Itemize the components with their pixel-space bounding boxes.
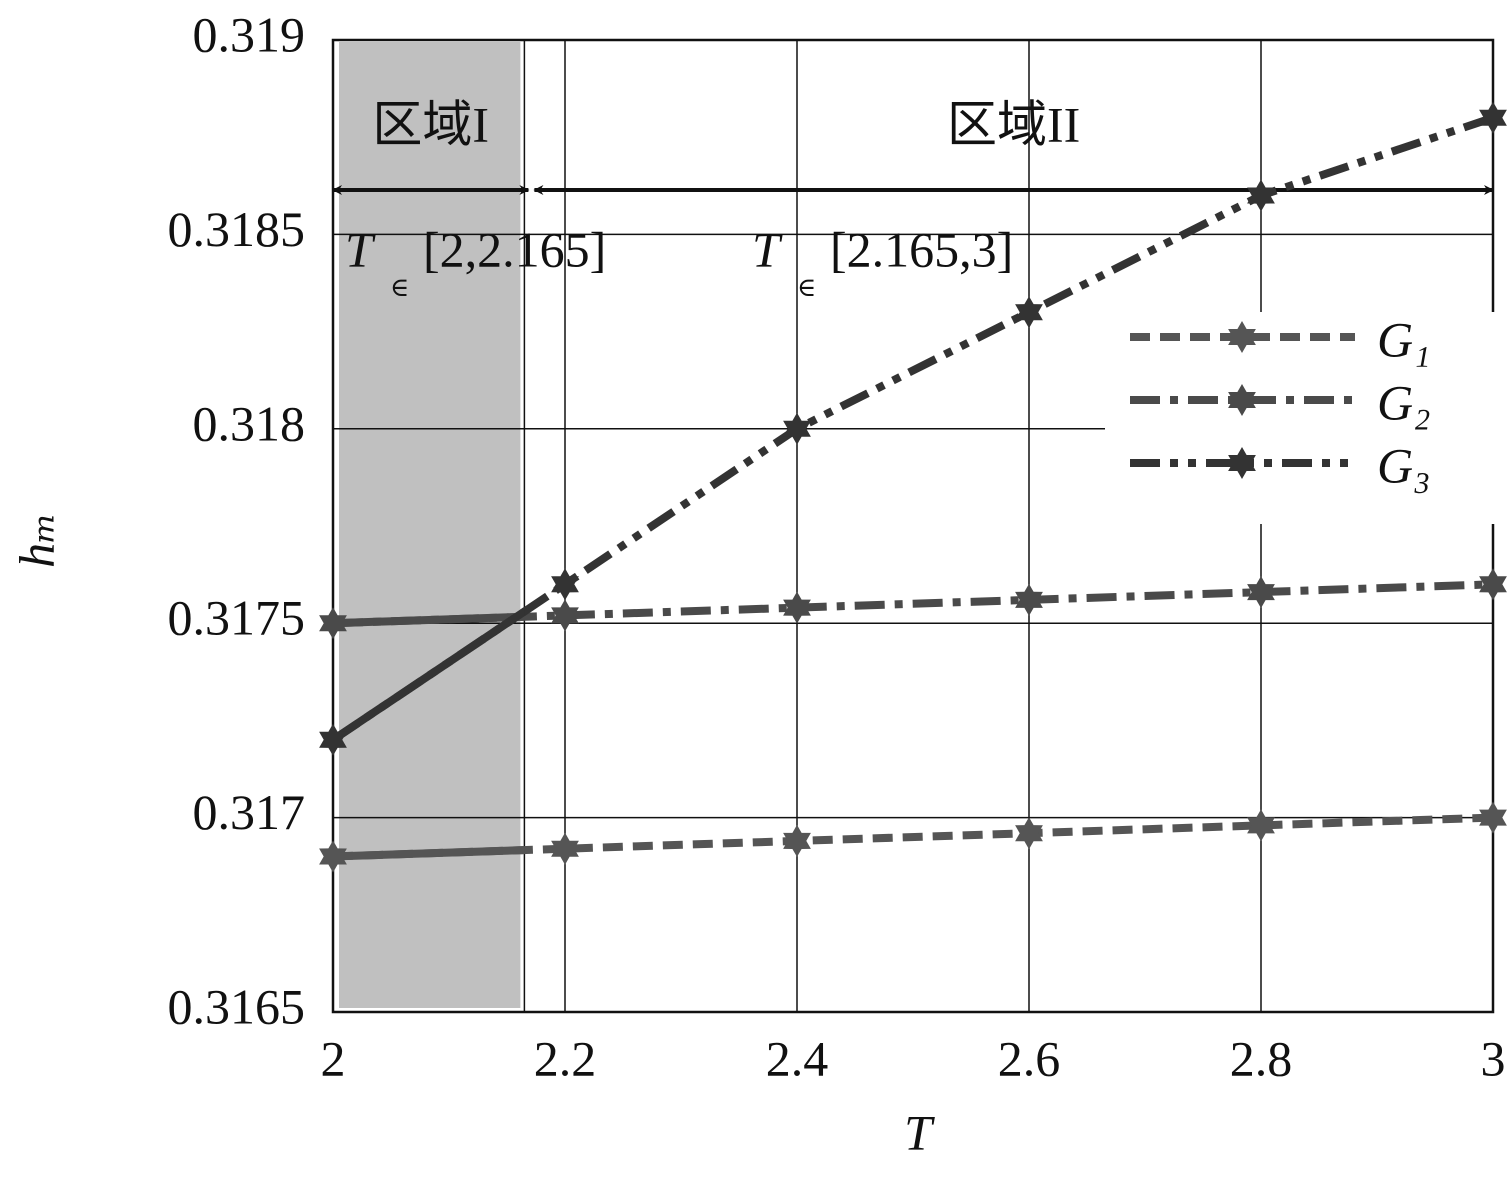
marker <box>783 412 811 445</box>
x-tick-label: 2 <box>321 1030 346 1086</box>
region-shade <box>339 42 521 1008</box>
range-label: [2,2.165] <box>423 221 606 277</box>
legend-label: G₁ <box>1377 311 1431 367</box>
region-label: 区域I <box>372 96 489 152</box>
marker <box>1247 179 1275 212</box>
range-variable: T <box>345 221 376 277</box>
series-line <box>330 113 1495 744</box>
marker <box>1479 568 1507 601</box>
legend-marker <box>1228 447 1256 479</box>
marker <box>1247 809 1275 842</box>
x-tick-label: 2.2 <box>534 1030 597 1086</box>
marker <box>1479 801 1507 834</box>
y-tick-label: 0.3185 <box>168 201 306 257</box>
legend-marker <box>1228 384 1256 416</box>
y-tick-label: 0.3175 <box>168 590 306 646</box>
marker <box>1015 296 1043 329</box>
range-variable: T <box>752 221 783 277</box>
y-tick-label: 0.319 <box>193 6 306 62</box>
legend-box <box>1105 312 1495 524</box>
marker <box>551 568 579 601</box>
marker <box>1015 817 1043 850</box>
series-line <box>332 580 1494 628</box>
marker <box>319 840 347 873</box>
y-tick-label: 0.317 <box>193 784 306 840</box>
range-symbol: ∈ <box>797 273 816 302</box>
legend-label: G₂ <box>1377 374 1431 430</box>
x-axis-label: T <box>904 1104 935 1160</box>
x-tick-label: 2.8 <box>1230 1030 1293 1086</box>
marker <box>783 824 811 857</box>
plot-frame <box>331 38 1495 1014</box>
y-tick-label: 0.318 <box>193 395 306 451</box>
series-line <box>332 813 1494 861</box>
marker <box>1479 101 1507 134</box>
marker <box>1247 576 1275 609</box>
marker <box>551 832 579 865</box>
legend-label: G₃ <box>1377 437 1431 493</box>
x-tick-label: 3 <box>1481 1030 1506 1086</box>
y-axis-label: hₘ <box>8 512 64 568</box>
legend-marker <box>1228 321 1256 353</box>
y-tick-label: 0.3165 <box>168 978 306 1034</box>
range-symbol: ∈ <box>390 273 409 302</box>
marker <box>319 723 347 756</box>
marker <box>319 607 347 640</box>
marker <box>783 591 811 624</box>
region-label: 区域II <box>947 96 1080 152</box>
marker <box>1015 583 1043 616</box>
x-tick-label: 2.6 <box>998 1030 1061 1086</box>
range-label: [2.165,3] <box>830 221 1013 277</box>
marker <box>551 599 579 632</box>
x-tick-label: 2.4 <box>766 1030 829 1086</box>
